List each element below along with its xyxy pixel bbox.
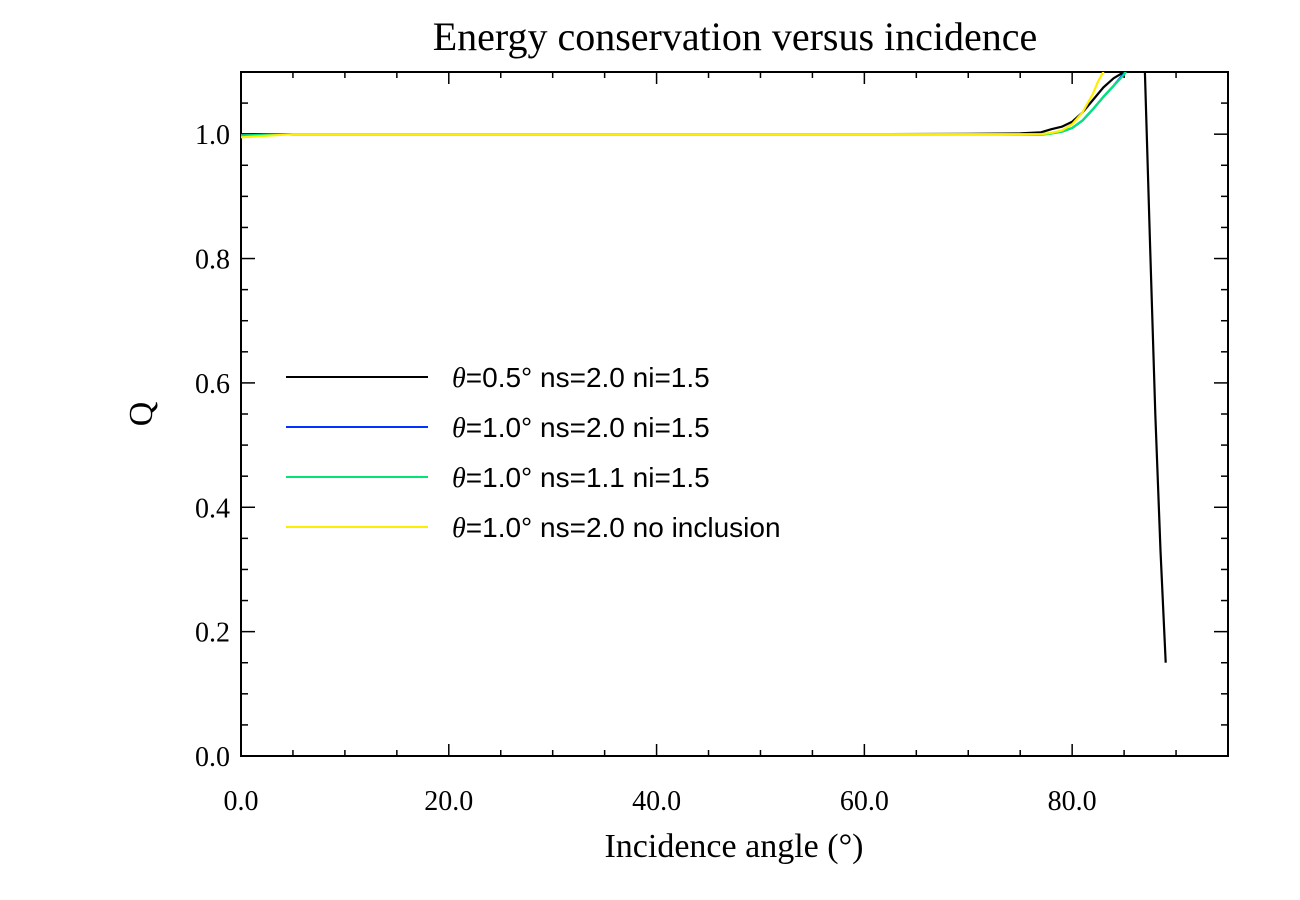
y-tick-label: 0.8 — [195, 245, 230, 276]
legend-label-1: θ=0.5° ns=2.0 ni=1.5 — [452, 362, 710, 394]
x-tick-label: 0.0 — [224, 786, 259, 817]
series-line-3 — [241, 72, 1127, 137]
series-line-4 — [241, 72, 1105, 139]
y-axis-label: Q — [123, 402, 160, 427]
x-axis-label: Incidence angle (°) — [604, 828, 863, 865]
y-tick-label: 0.4 — [195, 493, 230, 524]
plot-frame — [240, 71, 1229, 757]
legend-label-2: θ=1.0° ns=2.0 ni=1.5 — [452, 412, 710, 444]
x-tick-label: 60.0 — [840, 786, 889, 817]
series-layer — [241, 72, 1167, 663]
legend: θ=0.5° ns=2.0 ni=1.5 θ=1.0° ns=2.0 ni=1.5… — [286, 362, 781, 544]
legend-label-4: θ=1.0° ns=2.0 no inclusion — [452, 512, 781, 544]
tick-marks — [240, 71, 1229, 757]
chart-title: Energy conservation versus incidence — [433, 14, 1038, 59]
x-tick-labels: 0.0 20.0 40.0 60.0 80.0 — [224, 786, 1097, 817]
x-tick-label: 80.0 — [1048, 786, 1097, 817]
y-tick-label: 0.6 — [195, 369, 230, 400]
legend-label-3: θ=1.0° ns=1.1 ni=1.5 — [452, 462, 710, 494]
series-line-1 — [241, 72, 1167, 663]
x-tick-label: 40.0 — [632, 786, 681, 817]
x-tick-label: 20.0 — [424, 786, 473, 817]
y-tick-labels: 0.0 0.2 0.4 0.6 0.8 1.0 — [195, 120, 230, 773]
y-tick-label: 0.0 — [195, 742, 230, 773]
series-line-2 — [241, 72, 1127, 137]
y-tick-label: 1.0 — [195, 120, 230, 151]
y-tick-label: 0.2 — [195, 618, 230, 649]
